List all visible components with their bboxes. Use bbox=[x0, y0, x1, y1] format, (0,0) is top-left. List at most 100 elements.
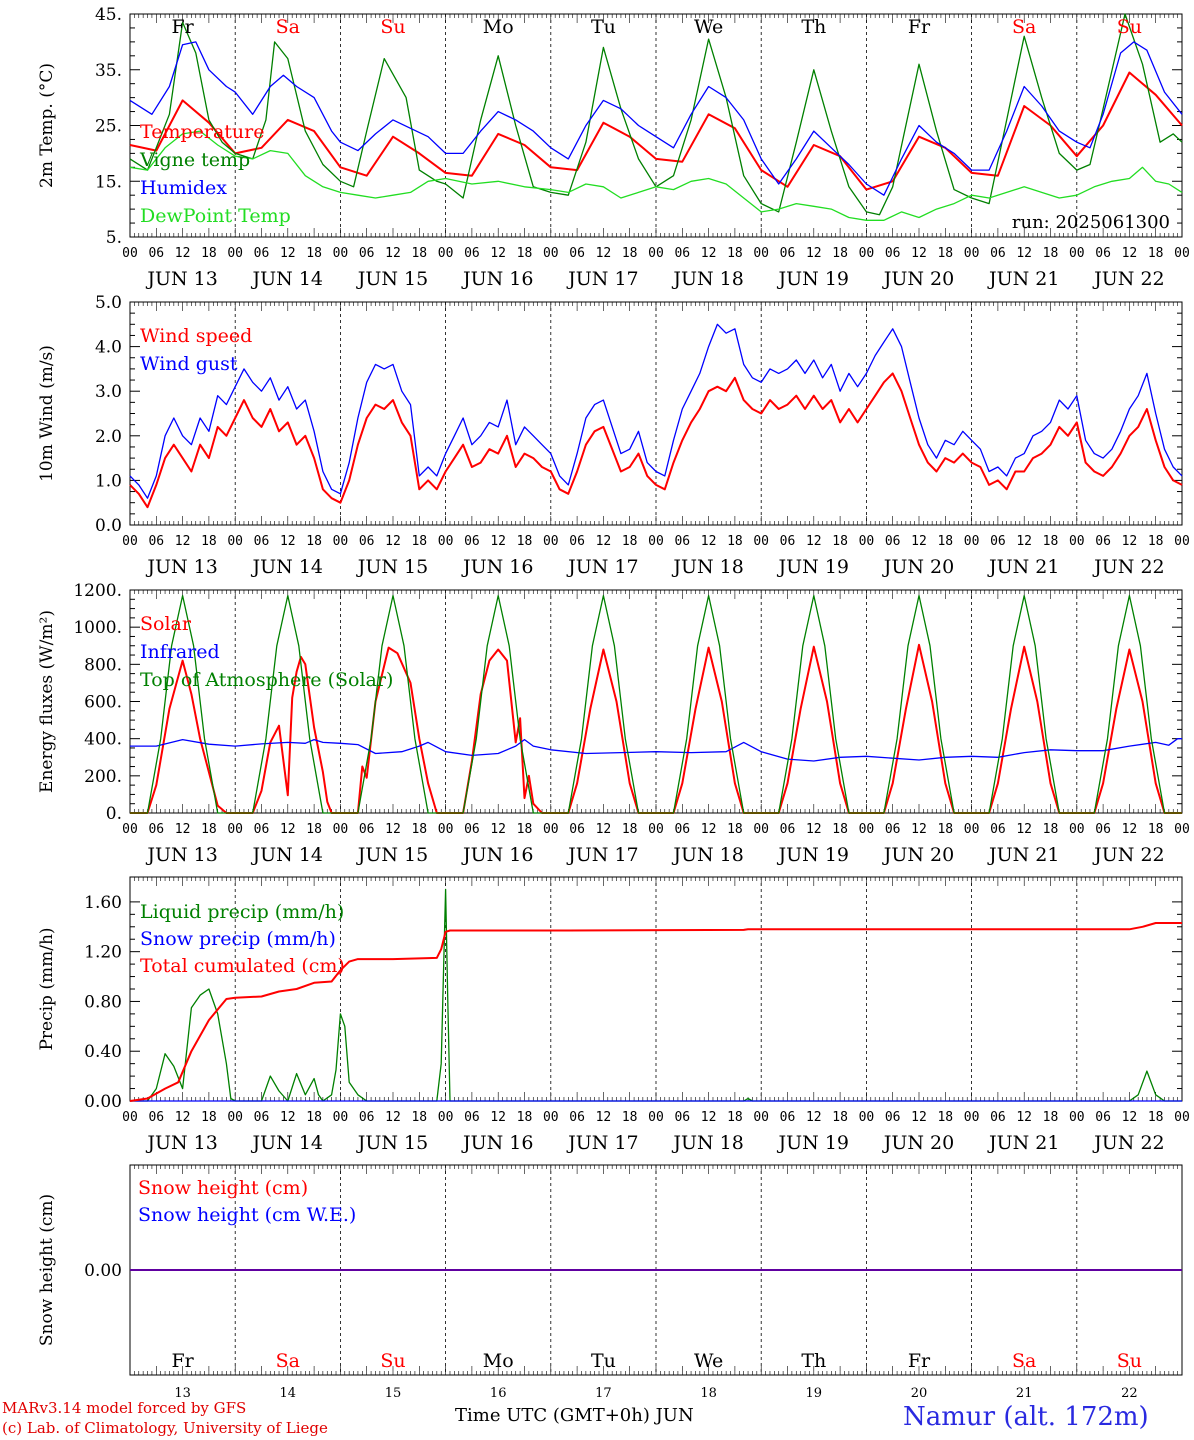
hour-label: 00 bbox=[227, 246, 243, 261]
date-label: JUN 20 bbox=[882, 1132, 954, 1154]
hour-label: 06 bbox=[990, 534, 1006, 549]
hour-label: 18 bbox=[517, 1110, 533, 1125]
hour-label: 12 bbox=[385, 534, 401, 549]
hour-label: 06 bbox=[464, 822, 480, 837]
date-label: JUN 13 bbox=[145, 1132, 217, 1154]
hour-label: 18 bbox=[622, 822, 638, 837]
date-label: JUN 18 bbox=[671, 268, 743, 290]
hour-label: 12 bbox=[701, 246, 717, 261]
date-label: JUN 17 bbox=[566, 1132, 638, 1154]
legend-entry: Snow height (cm W.E.) bbox=[138, 1204, 356, 1226]
hour-label: 06 bbox=[780, 822, 796, 837]
legend-entry: Snow precip (mm/h) bbox=[140, 928, 336, 950]
hour-label: 00 bbox=[1069, 246, 1085, 261]
legend-entry: Temperature bbox=[140, 121, 264, 143]
date-label: JUN 16 bbox=[461, 556, 533, 578]
hour-label: 18 bbox=[411, 822, 427, 837]
hour-label: 12 bbox=[1122, 246, 1138, 261]
day-name: Su bbox=[1117, 16, 1142, 38]
y-tick-label: 2.0 bbox=[95, 427, 122, 447]
date-label: JUN 13 bbox=[145, 268, 217, 290]
hour-label: 06 bbox=[569, 822, 585, 837]
hour-label: 18 bbox=[517, 534, 533, 549]
y-axis-title: Precip (mm/h) bbox=[37, 927, 57, 1050]
y-axis-title: Snow height (cm) bbox=[37, 1194, 57, 1346]
legend-entry: Wind speed bbox=[140, 325, 252, 347]
hour-label: 00 bbox=[648, 1110, 664, 1125]
x-axis-title: Time UTC (GMT+0h) JUN bbox=[455, 1405, 694, 1426]
day-number: 13 bbox=[174, 1386, 191, 1400]
hour-label: 18 bbox=[411, 1110, 427, 1125]
day-number: 14 bbox=[280, 1386, 297, 1400]
hour-label: 00 bbox=[648, 246, 664, 261]
y-tick-label: 1200. bbox=[73, 581, 122, 601]
hour-label: 00 bbox=[333, 246, 349, 261]
hour-label: 06 bbox=[464, 246, 480, 261]
hour-label: 06 bbox=[148, 822, 164, 837]
hour-label: 18 bbox=[727, 246, 743, 261]
hour-label: 12 bbox=[596, 1110, 612, 1125]
hour-label: 18 bbox=[306, 246, 322, 261]
hour-label: 12 bbox=[385, 246, 401, 261]
hour-label: 06 bbox=[569, 246, 585, 261]
legend-entry: Vigne temp bbox=[139, 149, 250, 171]
date-label: JUN 18 bbox=[671, 1132, 743, 1154]
day-name: We bbox=[694, 16, 723, 38]
hour-label: 18 bbox=[832, 246, 848, 261]
hour-label: 06 bbox=[1095, 534, 1111, 549]
hour-label: 18 bbox=[937, 534, 953, 549]
hour-label: 00 bbox=[438, 534, 454, 549]
date-label: JUN 20 bbox=[882, 844, 954, 866]
date-label: JUN 14 bbox=[251, 268, 323, 290]
panel-2: 0.0 1.0 2.0 3.0 4.0 5.0 10m Wind (m/s) Wind spe… bbox=[37, 293, 1190, 578]
day-name: Mo bbox=[483, 16, 514, 38]
day-name: Fr bbox=[908, 16, 931, 38]
date-label: JUN 13 bbox=[145, 556, 217, 578]
hour-label: 00 bbox=[333, 822, 349, 837]
hour-label: 00 bbox=[227, 1110, 243, 1125]
hour-label: 18 bbox=[1148, 1110, 1164, 1125]
date-label: JUN 22 bbox=[1092, 556, 1164, 578]
series-line bbox=[129, 323, 1183, 499]
date-label: JUN 15 bbox=[356, 1132, 428, 1154]
day-number: 20 bbox=[911, 1386, 928, 1400]
hour-label: 12 bbox=[596, 822, 612, 837]
hour-label: 12 bbox=[1016, 822, 1032, 837]
hour-label: 06 bbox=[359, 822, 375, 837]
day-number: 15 bbox=[385, 1386, 402, 1400]
hour-label: 06 bbox=[254, 1110, 270, 1125]
hour-label: 06 bbox=[148, 1110, 164, 1125]
plot-frame bbox=[129, 301, 1183, 526]
hour-label: 06 bbox=[885, 246, 901, 261]
hour-label: 00 bbox=[333, 534, 349, 549]
hour-label: 12 bbox=[911, 534, 927, 549]
series-line bbox=[129, 130, 1183, 221]
hour-label: 00 bbox=[1069, 1110, 1085, 1125]
hour-label: 12 bbox=[1016, 534, 1032, 549]
hour-label: 12 bbox=[911, 246, 927, 261]
y-tick-label: 0.00 bbox=[84, 1092, 122, 1112]
y-tick-label: 1.0 bbox=[95, 471, 122, 491]
y-tick-label: 45. bbox=[95, 5, 122, 25]
day-name: Sa bbox=[276, 16, 300, 38]
legend-entry: Wind gust bbox=[140, 353, 238, 375]
hour-label: 00 bbox=[859, 1110, 875, 1125]
hour-label: 12 bbox=[280, 822, 296, 837]
panel-5: 0.00 Snow height (cm) Snow height (cm) Snow… bbox=[37, 1164, 1183, 1400]
hour-label: 06 bbox=[1095, 822, 1111, 837]
y-axis-title: 10m Wind (m/s) bbox=[37, 345, 57, 482]
hour-label: 00 bbox=[438, 1110, 454, 1125]
hour-label: 00 bbox=[122, 246, 138, 261]
day-name: Fr bbox=[171, 1350, 194, 1372]
legend-entry: Solar bbox=[140, 613, 192, 635]
date-label: JUN 21 bbox=[987, 556, 1059, 578]
hour-label: 00 bbox=[1069, 822, 1085, 837]
hour-label: 18 bbox=[832, 822, 848, 837]
hour-label: 00 bbox=[438, 246, 454, 261]
lab-credit: (c) Lab. of Climatology, University of L… bbox=[2, 1419, 328, 1437]
date-label: JUN 21 bbox=[987, 268, 1059, 290]
hour-label: 06 bbox=[359, 534, 375, 549]
hour-label: 18 bbox=[937, 822, 953, 837]
hour-label: 06 bbox=[148, 534, 164, 549]
legend-entry: Humidex bbox=[140, 177, 227, 199]
